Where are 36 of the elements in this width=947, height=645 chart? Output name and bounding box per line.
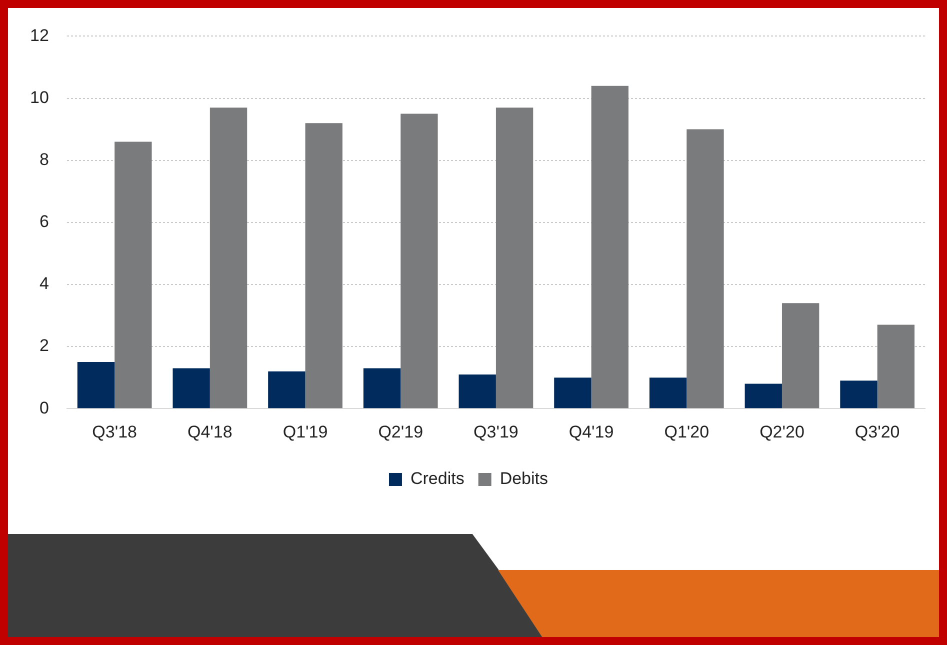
y-tick-label: 8 bbox=[39, 150, 49, 170]
y-tick-label: 10 bbox=[30, 88, 49, 107]
bar bbox=[114, 142, 152, 408]
bar bbox=[649, 378, 687, 408]
y-tick-label: 2 bbox=[39, 336, 49, 356]
bar bbox=[268, 371, 306, 408]
x-tick-label: Q2'20 bbox=[760, 422, 804, 442]
bar bbox=[210, 108, 248, 408]
legend-label: Debits bbox=[500, 469, 548, 488]
x-tick-label: Q1'19 bbox=[282, 422, 328, 442]
bar bbox=[591, 86, 628, 408]
bar bbox=[458, 374, 496, 408]
bar bbox=[77, 362, 115, 408]
legend-label: Credits bbox=[410, 469, 464, 488]
bar bbox=[363, 368, 401, 408]
x-tick-label: Q3'19 bbox=[474, 422, 518, 442]
bar bbox=[744, 384, 782, 408]
bar bbox=[305, 123, 342, 408]
x-tick-label: Q2'19 bbox=[378, 422, 424, 442]
bar bbox=[782, 303, 820, 408]
bar bbox=[686, 129, 724, 408]
y-tick-label: 12 bbox=[30, 26, 49, 45]
bar bbox=[400, 114, 438, 408]
x-tick-label: Q4'18 bbox=[188, 422, 232, 442]
x-tick-label: Q4'19 bbox=[568, 422, 614, 442]
y-tick-label: 0 bbox=[39, 398, 49, 418]
y-tick-label: 4 bbox=[39, 274, 49, 294]
x-tick-label: Q3'18 bbox=[92, 422, 138, 442]
bar bbox=[172, 368, 210, 408]
bar bbox=[877, 324, 915, 408]
bar bbox=[840, 380, 878, 408]
y-tick-label: 6 bbox=[39, 212, 49, 232]
bar bbox=[554, 378, 592, 408]
bar bbox=[496, 108, 534, 408]
x-tick-label: Q1'20 bbox=[664, 422, 710, 442]
x-tick-label: Q3'20 bbox=[854, 422, 900, 442]
